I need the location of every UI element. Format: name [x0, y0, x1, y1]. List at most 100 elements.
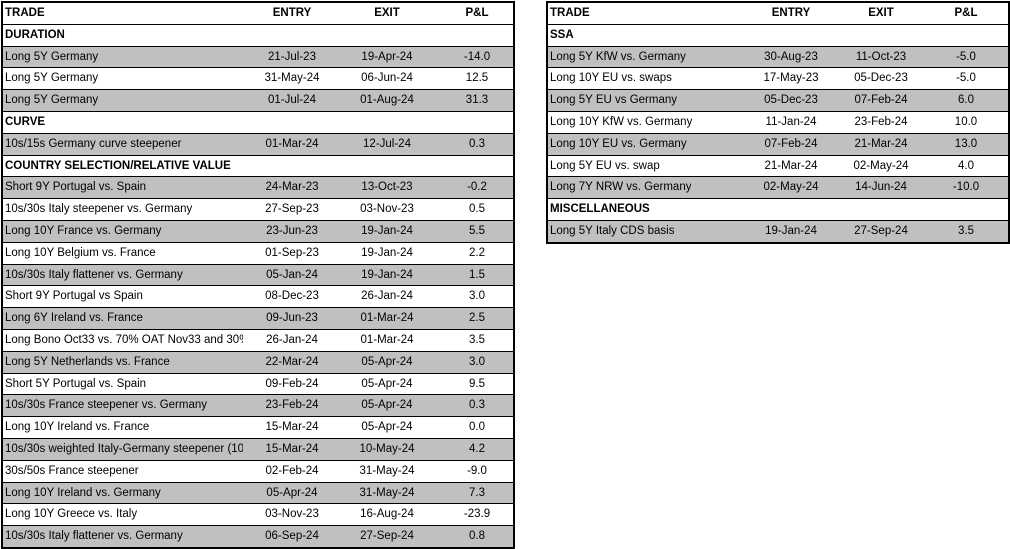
entry-cell: 26-Jan-24 [266, 333, 318, 346]
section-row: SSA [548, 25, 1008, 47]
trade-cell: Long 7Y NRW vs. Germany [550, 181, 692, 194]
trade-cell: 30s/50s France steepener [5, 464, 139, 477]
entry-cell: 05-Jan-24 [266, 268, 318, 281]
exit-cell: 05-Apr-24 [361, 377, 413, 390]
exit-cell: 12-Jul-24 [363, 137, 411, 150]
section-row: DURATION [3, 25, 513, 47]
header-trade: TRADE [5, 7, 45, 19]
pnl-cell: 1.5 [469, 268, 485, 281]
pnl-cell: 2.5 [469, 312, 485, 325]
trade-cell: Long 10Y Greece vs. Italy [5, 508, 138, 521]
pnl-cell: -5.0 [956, 72, 976, 85]
section-row: COUNTRY SELECTION/RELATIVE VALUE [3, 156, 513, 178]
pnl-cell: 5.5 [469, 224, 485, 237]
trades-table-right: TRADE ENTRY EXIT P&L SSA Long 5Y KfW vs. Germ… [546, 1, 1010, 244]
entry-cell: 22-Mar-24 [265, 355, 319, 368]
table-row: Long 5Y Germany 21-Jul-23 19-Apr-24 -14.0 [3, 46, 513, 69]
trade-cell: Long 10Y France vs. Germany [5, 224, 162, 237]
table-row: Long 5Y Germany 01-Jul-24 01-Aug-24 31.3 [3, 90, 513, 112]
entry-cell: 23-Feb-24 [265, 399, 319, 412]
table-row: Long 7Y NRW vs. Germany 02-May-24 14-Jun-2… [548, 177, 1008, 200]
exit-cell: 31-May-24 [359, 464, 415, 477]
trade-cell: 10s/30s Italy steepener vs. Germany [5, 203, 193, 216]
table-row: 10s/30s France steepener vs. Germany 23-F… [3, 395, 513, 418]
entry-cell: 09-Jun-23 [266, 312, 318, 325]
trades-table-left: TRADE ENTRY EXIT P&L DURATION Long 5Y Germany… [1, 1, 515, 549]
exit-cell: 05-Apr-24 [361, 421, 413, 434]
header-entry: ENTRY [272, 7, 312, 19]
table-row: Long 5Y EU vs Germany 05-Dec-23 07-Feb-24 6… [548, 90, 1008, 112]
section-title: SSA [550, 28, 574, 41]
exit-cell: 19-Jan-24 [361, 246, 413, 259]
entry-cell: 05-Dec-23 [764, 94, 818, 107]
header-pnl: P&L [465, 7, 489, 19]
header-pnl: P&L [954, 7, 978, 19]
section-title: MISCELLANEOUS [550, 203, 650, 216]
table-row: Long 10Y France vs. Germany 23-Jun-23 19-J… [3, 220, 513, 243]
entry-cell: 15-Mar-24 [265, 421, 319, 434]
pnl-cell: -9.0 [467, 464, 487, 477]
pnl-cell: -14.0 [463, 50, 491, 63]
exit-cell: 26-Jan-24 [361, 290, 413, 303]
trade-cell: Long 5Y Germany [5, 94, 99, 107]
entry-cell: 15-Mar-24 [265, 442, 319, 455]
table-row: Long 10Y Belgium vs. France 01-Sep-23 19-J… [3, 243, 513, 265]
table-row: Long 10Y Ireland vs. France 15-Mar-24 05-A… [3, 417, 513, 439]
table-row: Long 10Y EU vs. Germany 07-Feb-24 21-Mar-2… [548, 133, 1008, 156]
pnl-cell: 7.3 [469, 486, 485, 499]
exit-cell: 21-Mar-24 [854, 137, 908, 150]
pnl-cell: -10.0 [952, 181, 980, 194]
exit-cell: 13-Oct-23 [361, 181, 413, 194]
entry-cell: 21-Jul-23 [268, 50, 316, 63]
trade-cell: Long 5Y KfW vs. Germany [550, 50, 686, 63]
trade-cell: Short 5Y Portugal vs. Spain [5, 377, 147, 390]
table-row: Long 5Y Netherlands vs. France 22-Mar-24 0… [3, 351, 513, 374]
exit-cell: 05-Dec-23 [854, 72, 908, 85]
pnl-cell: 13.0 [954, 137, 978, 150]
section-title: DURATION [5, 28, 65, 41]
pnl-cell: 10.0 [954, 115, 978, 128]
exit-cell: 19-Jan-24 [361, 268, 413, 281]
exit-cell: 16-Aug-24 [360, 508, 414, 521]
table-row: Long 10Y Ireland vs. Germany 05-Apr-24 31-… [3, 482, 513, 505]
section-title: COUNTRY SELECTION/RELATIVE VALUE [5, 159, 231, 172]
trade-cell: Long 5Y Germany [5, 72, 99, 85]
exit-cell: 05-Apr-24 [361, 355, 413, 368]
table-row: 10s/30s Italy steepener vs. Germany 27-Se… [3, 199, 513, 221]
entry-cell: 31-May-24 [264, 72, 320, 85]
table-row: Long 5Y Germany 31-May-24 06-Jun-24 12.5 [3, 68, 513, 91]
pnl-cell: 0.8 [469, 530, 485, 543]
exit-cell: 03-Nov-23 [360, 203, 414, 216]
exit-cell: 07-Feb-24 [854, 94, 908, 107]
exit-cell: 05-Apr-24 [361, 399, 413, 412]
trade-cell: 10s/15s Germany curve steepener [5, 137, 182, 150]
exit-cell: 19-Apr-24 [361, 50, 413, 63]
pnl-cell: 6.0 [958, 94, 974, 107]
table-row: Long 5Y KfW vs. Germany 30-Aug-23 11-Oct-2… [548, 46, 1008, 69]
trade-cell: 10s/30s Italy flattener vs. Germany [5, 268, 183, 281]
header-exit: EXIT [374, 7, 400, 19]
entry-cell: 03-Nov-23 [265, 508, 319, 521]
trade-cell: Long 5Y Netherlands vs. France [5, 355, 170, 368]
trade-cell: Long 10Y EU vs. Germany [550, 137, 687, 150]
entry-cell: 06-Sep-24 [265, 530, 319, 543]
table-row: 30s/50s France steepener 02-Feb-24 31-May-… [3, 461, 513, 483]
pnl-cell: -23.9 [463, 508, 491, 521]
entry-cell: 01-Mar-24 [265, 137, 319, 150]
entry-cell: 02-May-24 [763, 181, 819, 194]
table-row: Long 6Y Ireland vs. France 09-Jun-23 01-Ma… [3, 308, 513, 330]
pnl-cell: 9.5 [469, 377, 485, 390]
pnl-cell: 0.0 [469, 421, 485, 434]
pnl-cell: 3.0 [469, 355, 485, 368]
trade-cell: Long 10Y Ireland vs. France [5, 421, 150, 434]
pnl-cell: 3.5 [958, 224, 974, 237]
pnl-cell: 3.0 [469, 290, 485, 303]
trade-cell: Long 5Y EU vs Germany [550, 94, 677, 107]
table-row: Short 5Y Portugal vs. Spain 09-Feb-24 05-A… [3, 374, 513, 396]
trade-cell: 10s/30s Italy flattener vs. Germany [5, 530, 183, 543]
pnl-cell: 0.3 [469, 399, 485, 412]
trade-cell: Long 5Y Germany [5, 50, 99, 63]
pnl-cell: -5.0 [956, 50, 976, 63]
table-row: Short 9Y Portugal vs. Spain 24-Mar-23 13-O… [3, 177, 513, 200]
pnl-cell: 31.3 [465, 94, 489, 107]
